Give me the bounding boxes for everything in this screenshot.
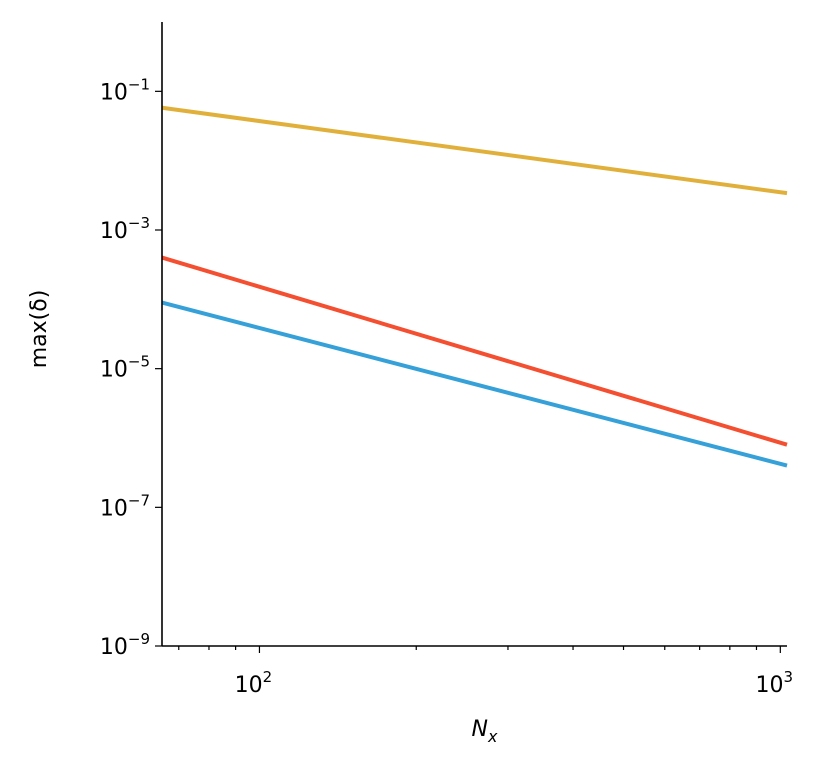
y-axis-label: max(δ) xyxy=(27,290,52,369)
series-line-1 xyxy=(161,105,788,196)
series-layer xyxy=(161,105,788,468)
y-tick-label-0: 10−1 xyxy=(100,75,150,105)
x-tick-label-0: 102 xyxy=(235,668,273,698)
series-line-2 xyxy=(161,255,788,447)
x-ticks: 102 103 xyxy=(178,646,794,698)
series-line-3 xyxy=(161,300,788,468)
y-tick-label-1: 10−3 xyxy=(100,214,150,244)
y-tick-label-3: 10−7 xyxy=(100,491,150,521)
x-tick-label-1: 103 xyxy=(756,668,794,698)
plot-area: 10−1 10−3 10−5 10−7 10−9 102 103 xyxy=(100,22,793,698)
y-ticks: 10−1 10−3 10−5 10−7 10−9 xyxy=(100,75,162,660)
y-tick-label-4: 10−9 xyxy=(100,630,150,660)
y-tick-label-2: 10−5 xyxy=(100,353,150,383)
x-axis-label: Nx xyxy=(472,717,498,746)
